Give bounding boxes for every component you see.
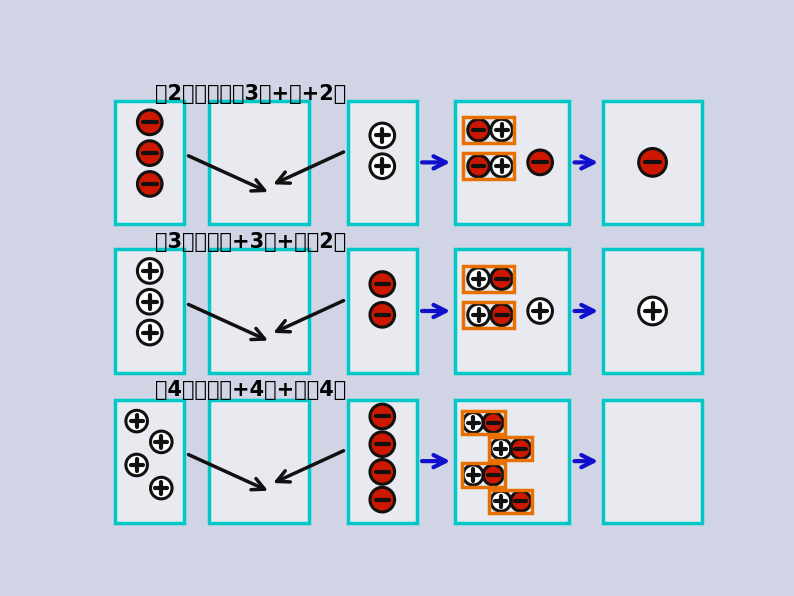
Circle shape — [137, 141, 162, 166]
Bar — [463, 302, 514, 328]
Bar — [603, 249, 702, 372]
Circle shape — [370, 404, 395, 429]
Bar — [209, 399, 309, 523]
Circle shape — [511, 491, 531, 511]
Circle shape — [491, 304, 512, 325]
Bar — [461, 411, 505, 434]
Circle shape — [370, 488, 395, 512]
Bar — [115, 101, 184, 224]
Bar — [348, 101, 417, 224]
Circle shape — [370, 123, 395, 148]
Bar — [603, 101, 702, 224]
Bar — [115, 399, 184, 523]
Text: （2）计算（－3）+（+2）: （2）计算（－3）+（+2） — [155, 84, 346, 104]
Circle shape — [370, 432, 395, 457]
Bar — [348, 399, 417, 523]
Circle shape — [484, 412, 503, 433]
Circle shape — [638, 297, 666, 325]
Circle shape — [370, 272, 395, 296]
Bar — [209, 101, 309, 224]
Circle shape — [463, 412, 484, 433]
Circle shape — [151, 431, 172, 453]
Circle shape — [137, 110, 162, 135]
Circle shape — [484, 465, 503, 485]
Circle shape — [126, 410, 148, 432]
Circle shape — [491, 439, 511, 459]
Bar — [461, 464, 505, 486]
Bar — [489, 490, 533, 513]
Circle shape — [491, 491, 511, 511]
Circle shape — [528, 150, 553, 175]
Bar — [456, 101, 569, 224]
Circle shape — [468, 119, 489, 141]
Circle shape — [137, 320, 162, 345]
Text: （4）计算（+4）+（－4）: （4）计算（+4）+（－4） — [155, 380, 346, 401]
Circle shape — [468, 304, 489, 325]
Circle shape — [528, 299, 553, 323]
Text: （3）计算（+3）+（－2）: （3）计算（+3）+（－2） — [155, 232, 346, 252]
Circle shape — [370, 460, 395, 484]
Circle shape — [370, 303, 395, 327]
Bar — [463, 266, 514, 291]
Circle shape — [468, 268, 489, 290]
Circle shape — [491, 268, 512, 290]
Bar — [115, 249, 184, 372]
Circle shape — [468, 156, 489, 177]
Circle shape — [491, 156, 512, 177]
Bar — [463, 153, 514, 179]
Bar — [603, 399, 702, 523]
Circle shape — [126, 454, 148, 476]
Bar — [209, 249, 309, 372]
Bar — [456, 399, 569, 523]
Bar — [463, 117, 514, 143]
Circle shape — [463, 465, 484, 485]
Circle shape — [638, 148, 666, 176]
Circle shape — [151, 477, 172, 499]
Circle shape — [137, 259, 162, 283]
Circle shape — [491, 119, 512, 141]
Bar — [456, 249, 569, 372]
Circle shape — [137, 290, 162, 314]
Circle shape — [370, 154, 395, 179]
Bar — [348, 249, 417, 372]
Circle shape — [511, 439, 531, 459]
Circle shape — [137, 172, 162, 196]
Bar — [489, 437, 533, 460]
